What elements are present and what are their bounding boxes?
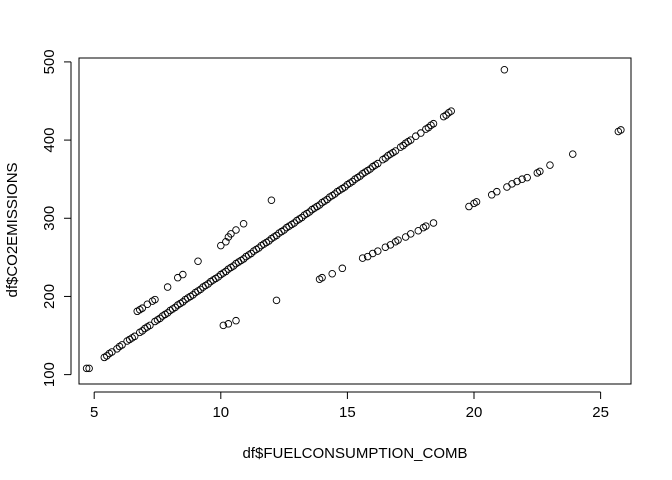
data-point: [265, 237, 273, 245]
data-point: [356, 172, 364, 180]
data-point: [368, 249, 377, 258]
data-point: [156, 314, 164, 323]
data-point: [391, 147, 400, 155]
data-point: [330, 190, 339, 198]
data-point: [422, 222, 430, 230]
y-axis-label: df$CO2EMISSIONS: [4, 162, 21, 297]
data-point: [255, 244, 263, 252]
data-point: [429, 119, 438, 128]
data-point: [214, 273, 223, 281]
data-point: [500, 65, 509, 74]
x-axis-label: df$FUELCONSUMPTION_COMB: [242, 445, 467, 462]
data-point: [179, 270, 187, 279]
data-point: [272, 231, 281, 240]
data-point: [536, 167, 544, 176]
data-point: [374, 247, 382, 255]
y-tick-label: 400: [41, 128, 58, 153]
y-tick-label: 300: [41, 206, 58, 231]
data-point: [406, 136, 415, 144]
data-point: [217, 241, 225, 250]
data-point: [82, 364, 91, 373]
data-point: [179, 298, 187, 306]
data-point: [146, 321, 154, 330]
data-point: [247, 249, 255, 258]
x-tick-label: 5: [90, 404, 98, 421]
data-point: [381, 243, 390, 251]
data-point: [239, 219, 248, 228]
data-point: [417, 129, 425, 137]
data-point: [341, 183, 349, 191]
data-point: [513, 177, 521, 186]
x-tick-label: 10: [212, 404, 229, 421]
y-tick-label: 500: [41, 49, 58, 74]
plot-frame: [78, 57, 632, 385]
data-point: [196, 285, 205, 294]
data-point: [298, 213, 306, 222]
data-point: [239, 255, 248, 263]
data-point: [151, 295, 159, 304]
data-point: [222, 237, 230, 246]
data-point: [171, 303, 179, 312]
x-tick-label: 15: [339, 404, 356, 421]
data-point: [138, 304, 147, 312]
y-axis: 100 200 300 400 500: [41, 49, 72, 387]
data-point: [381, 154, 390, 162]
data-point: [315, 201, 324, 209]
data-point: [163, 309, 172, 317]
data-point: [493, 187, 501, 196]
data-point: [189, 291, 197, 299]
data-point: [232, 316, 240, 325]
data-point: [113, 345, 121, 353]
data-point: [518, 175, 526, 183]
data-point: [227, 230, 235, 238]
data-point: [472, 198, 481, 206]
data-point: [523, 173, 531, 182]
data-point: [318, 273, 326, 282]
data-point: [338, 264, 347, 273]
data-point: [546, 161, 554, 169]
data-point: [219, 321, 228, 330]
data-point: [272, 296, 281, 305]
data-point: [163, 283, 172, 291]
data-point: [323, 195, 331, 204]
data-point: [406, 230, 415, 238]
data-point: [222, 267, 230, 276]
data-point: [508, 180, 516, 188]
data-points: [82, 65, 625, 373]
data-point: [204, 280, 212, 288]
data-point: [399, 141, 407, 150]
data-point: [358, 254, 367, 262]
y-tick-label: 200: [41, 284, 58, 309]
data-point: [103, 352, 111, 360]
data-point: [224, 320, 233, 328]
data-point: [118, 341, 126, 349]
data-point: [447, 107, 455, 115]
data-point: [229, 262, 238, 270]
x-tick-label: 20: [466, 404, 483, 421]
data-point: [328, 270, 336, 278]
data-point: [232, 226, 240, 234]
data-point: [348, 177, 357, 186]
data-point: [130, 332, 139, 341]
data-point: [194, 257, 202, 266]
data-point: [366, 165, 374, 173]
x-axis: 5 10 15 20 25: [90, 391, 609, 421]
data-point: [617, 126, 625, 134]
data-point: [85, 364, 93, 373]
data-point: [394, 236, 402, 244]
data-point: [267, 196, 276, 205]
data-point: [429, 219, 438, 227]
data-point: [138, 327, 147, 335]
data-point: [442, 111, 450, 119]
data-point: [374, 159, 382, 168]
data-point: [305, 208, 314, 216]
data-point: [280, 226, 288, 234]
data-point: [569, 150, 577, 158]
y-tick-label: 100: [41, 362, 58, 387]
data-point: [424, 123, 433, 132]
data-point: [290, 219, 298, 227]
x-tick-label: 25: [592, 404, 609, 421]
